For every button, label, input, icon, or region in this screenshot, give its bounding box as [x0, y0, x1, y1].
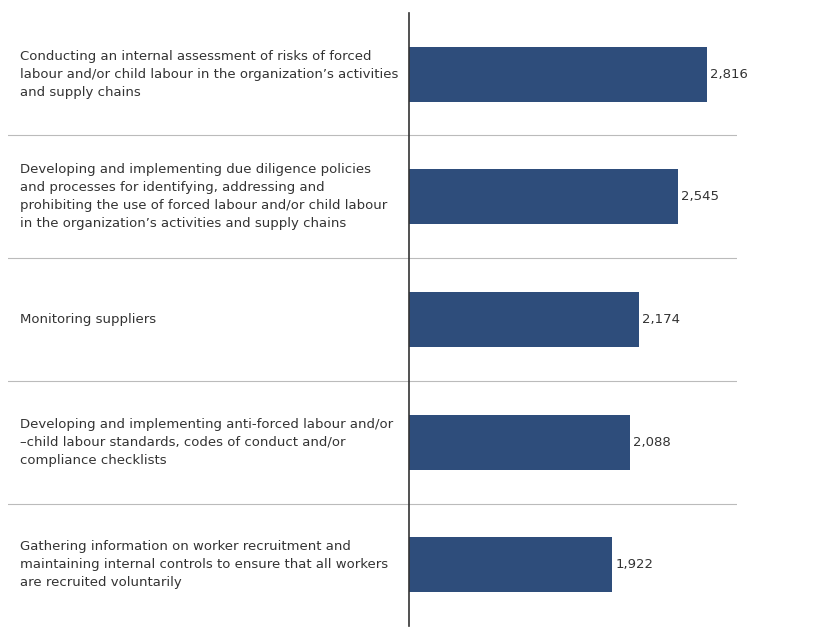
- Text: Conducting an internal assessment of risks of forced
labour and/or child labour : Conducting an internal assessment of ris…: [20, 50, 398, 98]
- Text: 2,174: 2,174: [641, 313, 679, 326]
- Text: Developing and implementing due diligence policies
and processes for identifying: Developing and implementing due diligenc…: [20, 164, 387, 230]
- Bar: [408, 537, 611, 592]
- Bar: [408, 169, 677, 224]
- Text: Developing and implementing anti-forced labour and/or
–child labour standards, c: Developing and implementing anti-forced …: [20, 418, 393, 466]
- Text: 1,922: 1,922: [614, 558, 652, 571]
- Text: 2,545: 2,545: [681, 190, 718, 203]
- Text: Monitoring suppliers: Monitoring suppliers: [20, 313, 156, 326]
- Text: 2,088: 2,088: [632, 436, 670, 449]
- Bar: [408, 292, 638, 347]
- Text: Gathering information on worker recruitment and
maintaining internal controls to: Gathering information on worker recruitm…: [20, 541, 388, 589]
- Text: 2,816: 2,816: [709, 68, 747, 81]
- Bar: [408, 47, 706, 102]
- Bar: [408, 415, 629, 470]
